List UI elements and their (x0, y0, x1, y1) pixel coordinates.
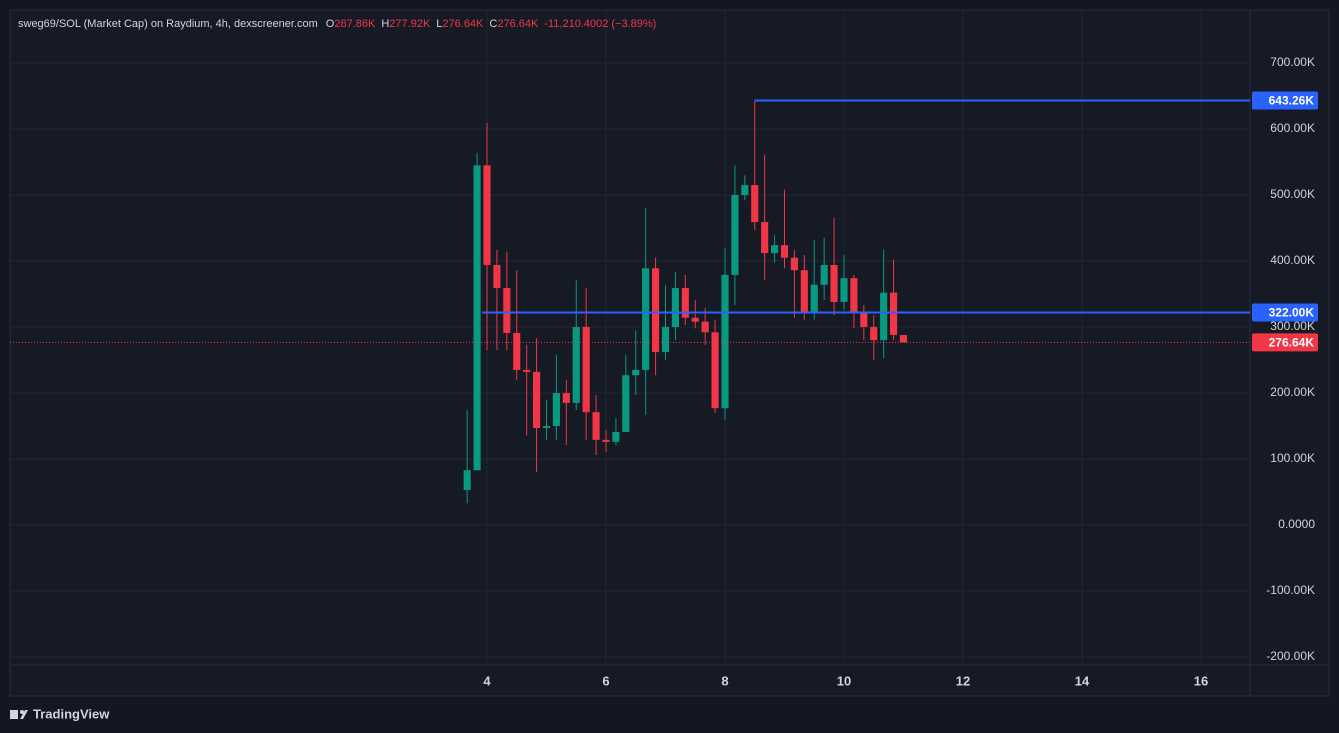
y-tick-label: 400.00K (1270, 253, 1315, 267)
candle-body (523, 369, 531, 372)
candle-body (582, 327, 590, 413)
ohlc-key: O (326, 18, 335, 30)
brand: TradingView (33, 706, 110, 721)
last-price-box (1252, 333, 1318, 352)
candle-body (681, 288, 689, 318)
x-tick-label: 10 (837, 673, 851, 688)
ohlc-value: 287.86K (334, 18, 376, 30)
candle-body (800, 270, 808, 312)
y-tick-label: -100.00K (1266, 583, 1315, 597)
x-tick-label: 12 (956, 673, 970, 688)
level-label: 643.26K (1269, 94, 1315, 108)
chart-frame (9, 9, 1330, 697)
candle-body (612, 431, 620, 442)
candle-body (761, 222, 769, 254)
logo-mark (10, 710, 18, 719)
x-tick-label: 6 (602, 673, 609, 688)
ohlc-key: H (381, 18, 389, 30)
level-label-box (1252, 91, 1318, 110)
candle-body (850, 278, 858, 314)
candle-body (820, 264, 828, 285)
logo-mark (20, 710, 24, 714)
ohlc-key: C (489, 18, 497, 30)
candle-body (771, 245, 779, 254)
candle-body (870, 327, 878, 341)
candle-body (830, 264, 838, 302)
plot (10, 99, 1250, 504)
candle-body (731, 195, 739, 275)
candle-body (899, 335, 908, 343)
last-price-label: 276.64K (1269, 336, 1315, 350)
candle-body (562, 393, 570, 403)
candle-body (552, 393, 560, 427)
level-label: 322.00K (1269, 306, 1315, 320)
y-tick-label: -200.00K (1266, 649, 1315, 663)
candle-body (661, 327, 670, 353)
candle-body (860, 313, 868, 328)
candle-body (622, 375, 630, 432)
y-tick-label: 100.00K (1270, 451, 1315, 465)
candle-body (542, 426, 551, 428)
x-tick-label: 4 (483, 673, 491, 688)
ohlc-key: L (436, 18, 442, 30)
ohlc-value: 277.92K (389, 18, 431, 30)
chart-title: sweg69/SOL (Market Cap) on Raydium, 4h, … (18, 18, 318, 30)
candle-body (889, 292, 898, 335)
candle-body (671, 288, 679, 328)
y-tick-label: 700.00K (1270, 55, 1315, 69)
level-label-box (1252, 303, 1318, 322)
candle-body (780, 245, 789, 258)
x-tick-label: 8 (721, 673, 728, 688)
x-tick-label: 14 (1075, 673, 1090, 688)
candle-body (652, 268, 660, 353)
candle-body (840, 278, 848, 302)
y-tick-label: 500.00K (1270, 187, 1315, 201)
candle-body (751, 185, 759, 223)
candle-body (711, 332, 719, 409)
logo: TradingView (10, 706, 110, 721)
candle-body (463, 470, 471, 491)
candle-body (572, 327, 580, 403)
y-tick-label: 300.00K (1270, 319, 1315, 333)
y-tick-label: 200.00K (1270, 385, 1315, 399)
candle-body (642, 268, 650, 370)
candle-body (810, 284, 818, 312)
y-tick-label: 600.00K (1270, 121, 1315, 135)
ohlc-value: 276.64K (497, 18, 539, 30)
x-tick-label: 16 (1194, 673, 1208, 688)
candle-body (691, 317, 699, 322)
candle-body (790, 257, 798, 271)
candle-body (483, 165, 491, 265)
y-tick-label: 0.0000 (1278, 517, 1315, 531)
legend: sweg69/SOL (Market Cap) on Raydium, 4h, … (18, 18, 656, 30)
candle-body (473, 165, 481, 471)
candle-body (741, 185, 749, 196)
candle-body (533, 371, 541, 428)
candle-body (493, 264, 501, 289)
candle-body (503, 288, 511, 333)
candle-body (880, 292, 888, 341)
candle-body (721, 274, 729, 409)
logo-mark (20, 710, 28, 719)
candle-body (632, 369, 640, 376)
change: -11,210.4002 (−3.89%) (544, 18, 656, 30)
labels: 700.00K 600.00K 500.00K 400.00K 300.00K 200.0… (483, 55, 1318, 688)
candle-body (513, 332, 521, 370)
candle-body (592, 412, 600, 440)
ohlc-value: 276.64K (442, 18, 484, 30)
candle-body (602, 439, 610, 442)
candle-body (701, 321, 709, 333)
